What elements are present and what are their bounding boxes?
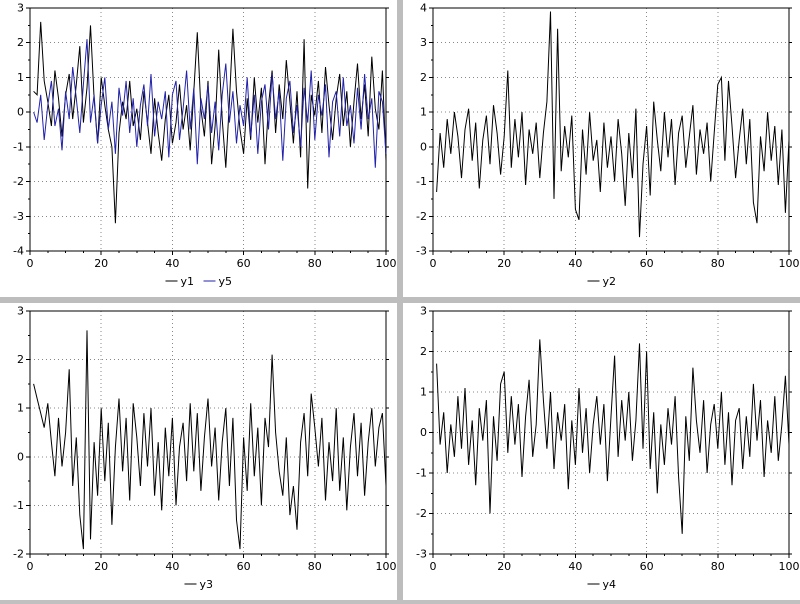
- x-tick-label: 60: [237, 257, 251, 270]
- y-tick-label: 1: [420, 106, 427, 119]
- x-tick-label: 80: [711, 560, 725, 573]
- y-tick-label: 1: [420, 386, 427, 399]
- y-tick-label: 3: [17, 305, 24, 318]
- legend-label-y1: y1: [181, 275, 195, 288]
- y-tick-label: -1: [416, 467, 427, 480]
- y-tick-label: -1: [416, 175, 427, 188]
- x-tick-label: 60: [237, 560, 251, 573]
- x-tick-label: 100: [779, 560, 800, 573]
- plot-svg: -4 -3 -2 -1 0 1 2 3 0 20 40 60 80 100 y1 y5: [13, 2, 397, 289]
- y-tick-label: 1: [17, 402, 24, 415]
- y-tick-label: -2: [416, 210, 427, 223]
- x-tick-label: 40: [568, 560, 582, 573]
- plot-frame: [432, 310, 790, 555]
- x-tick-label: 20: [94, 560, 108, 573]
- y-tick-label: 1: [17, 71, 24, 84]
- plot-svg: -3 -2 -1 0 1 2 3 0 20 40 60 80 100 y4: [416, 305, 800, 592]
- x-tick-label: 0: [27, 560, 34, 573]
- x-tick-label: 20: [497, 257, 511, 270]
- y-tick-label: -4: [13, 245, 24, 258]
- y-tick-label: 0: [17, 450, 24, 463]
- legend-label-y5: y5: [219, 275, 233, 288]
- y-tick-label: 0: [420, 140, 427, 153]
- legend-label-y2: y2: [603, 275, 617, 288]
- y-tick-label: -3: [416, 245, 427, 258]
- x-tick-label: 100: [779, 257, 800, 270]
- y-tick-label: 3: [17, 2, 24, 15]
- x-tick-label: 40: [568, 257, 582, 270]
- x-tick-label: 20: [497, 560, 511, 573]
- y-tick-label: 2: [17, 353, 24, 366]
- y-tick-label: -2: [416, 507, 427, 520]
- plot-frame: [432, 7, 790, 252]
- y-tick-label: -2: [13, 548, 24, 561]
- y-tick-label: 4: [420, 2, 427, 15]
- plot-svg: -2 -1 0 1 2 3 0 20 40 60 80 100 y3: [13, 305, 397, 592]
- series-line-y2: [436, 11, 790, 238]
- y-tick-label: -3: [13, 210, 24, 223]
- x-tick-label: 80: [308, 560, 322, 573]
- y-tick-label: 3: [420, 305, 427, 318]
- x-tick-label: 60: [640, 560, 654, 573]
- x-tick-label: 0: [430, 257, 437, 270]
- y-tick-label: -1: [13, 499, 24, 512]
- y-tick-label: 2: [420, 345, 427, 358]
- x-tick-label: 40: [165, 257, 179, 270]
- chart-quadrant-y4: -3 -2 -1 0 1 2 3 0 20 40 60 80 100 y4: [403, 303, 800, 600]
- y-tick-label: 2: [17, 36, 24, 49]
- chart-quadrant-y2: -3 -2 -1 0 1 2 3 4 0 20 40 60 80 100 y2: [403, 0, 800, 297]
- legend-label-y3: y3: [200, 578, 214, 591]
- series-line-y3: [33, 330, 387, 550]
- y-tick-label: -1: [13, 140, 24, 153]
- y-tick-label: 3: [420, 36, 427, 49]
- x-tick-label: 80: [308, 257, 322, 270]
- series-line-y4: [436, 339, 790, 534]
- series-line-y1: [33, 21, 387, 224]
- x-tick-label: 20: [94, 257, 108, 270]
- plot-frame: [29, 7, 387, 252]
- legend-label-y4: y4: [603, 578, 617, 591]
- chart-quadrant-y3: -2 -1 0 1 2 3 0 20 40 60 80 100 y3: [0, 303, 397, 600]
- y-tick-label: 2: [420, 71, 427, 84]
- y-tick-label: 0: [17, 106, 24, 119]
- plot-frame: [29, 310, 387, 555]
- series-line-y5: [33, 39, 387, 168]
- x-tick-label: 100: [376, 560, 397, 573]
- x-tick-label: 40: [165, 560, 179, 573]
- y-tick-label: 0: [420, 426, 427, 439]
- y-tick-label: -2: [13, 175, 24, 188]
- x-tick-label: 80: [711, 257, 725, 270]
- chart-quadrant-y1-y5: -4 -3 -2 -1 0 1 2 3 0 20 40 60 80 100 y1 y5: [0, 0, 397, 297]
- y-tick-label: -3: [416, 548, 427, 561]
- x-tick-label: 0: [27, 257, 34, 270]
- x-tick-label: 0: [430, 560, 437, 573]
- x-tick-label: 100: [376, 257, 397, 270]
- x-tick-label: 60: [640, 257, 654, 270]
